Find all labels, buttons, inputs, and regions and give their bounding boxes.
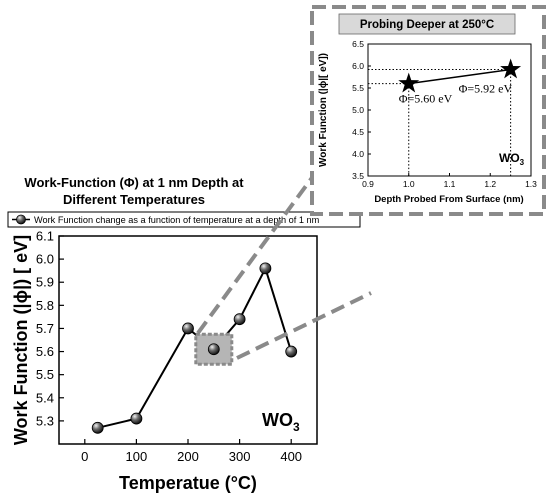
main-x-tick-label: 0 [81, 449, 88, 464]
main-x-tick-label: 400 [280, 449, 302, 464]
main-y-tick-label: 6.0 [36, 252, 54, 267]
main-title-line-1: Work-Function (Φ) at 1 nm Depth at [24, 175, 244, 190]
inset-y-tick-label: 4.5 [352, 127, 364, 137]
main-x-axis: 0 100 200 300 400 [81, 439, 302, 464]
inset-star-marker [398, 72, 420, 93]
legend-box [7, 211, 361, 228]
inset-x-tick-label: 0.9 [362, 179, 374, 189]
inset-y-axis-title: Work Function (|ϕ|[ eV]) [318, 53, 329, 167]
main-plot: 0 100 200 300 400 5.3 5.4 5.5 5.6 5.7 5.8 5.9 6.0 6.… [36, 229, 318, 464]
legend-marker-swatch [16, 214, 26, 225]
main-y-axis: 5.3 5.4 5.5 5.6 5.7 5.8 5.9 6.0 6.1 [36, 229, 64, 428]
inset-frame [310, 5, 546, 216]
main-x-tick-label: 300 [229, 449, 251, 464]
inset-x-tick-label: 1.0 [403, 179, 415, 189]
inset-x-tick-label: 1.2 [484, 179, 496, 189]
main-data-point [259, 262, 272, 275]
main-y-axis-title: Work Function (|ϕ|) [ eV] [11, 235, 31, 445]
inset-y-tick-label: 6.0 [352, 61, 364, 71]
legend-label: Work Function change as a function of te… [34, 215, 320, 225]
zoom-connector-lower [236, 291, 372, 360]
main-series-points [91, 262, 298, 434]
main-wo3-label: WO3 [262, 410, 300, 434]
inset-x-tick-label: 1.1 [444, 179, 456, 189]
inset-point-label-2: Φ=5.92 eV [459, 82, 513, 96]
main-y-tick-label: 5.9 [36, 275, 54, 290]
zoom-connector-upper [196, 158, 327, 335]
inset-y-tick-label: 5.0 [352, 105, 364, 115]
main-legend: Work Function change as a function of te… [7, 211, 361, 228]
main-title-line-2: Different Temperatures [63, 192, 205, 207]
main-data-point [182, 322, 194, 335]
inset-wo3-label: WO3 [499, 151, 525, 167]
inset-series-points [398, 58, 522, 93]
main-x-tick-label: 100 [126, 449, 148, 464]
main-y-tick-label: 6.1 [36, 229, 54, 244]
inset-y-tick-label: 4.0 [352, 149, 364, 159]
inset-title: Probing Deeper at 250°C [360, 19, 494, 31]
main-y-tick-label: 5.5 [36, 367, 54, 382]
main-data-point [130, 412, 143, 425]
main-data-point [91, 421, 104, 434]
inset-title-bar [338, 13, 516, 35]
inset-star-marker [500, 58, 522, 79]
main-x-axis-title: Temperatue (°C) [119, 473, 257, 493]
inset-y-tick-label: 3.5 [352, 171, 364, 181]
inset-point-label-1: Φ=5.60 eV [399, 92, 453, 106]
main-data-point [285, 345, 298, 358]
inset-x-axis-title: Depth Probed From Surface (nm) [374, 194, 523, 205]
inset-panel: Probing Deeper at 250°C 0.9 1.0 1.1 1.2 1.3 … [310, 5, 546, 216]
main-data-point [233, 313, 246, 326]
main-y-tick-label: 5.6 [36, 344, 54, 359]
main-y-tick-label: 5.4 [36, 390, 54, 405]
main-y-tick-label: 5.3 [36, 413, 54, 428]
inset-y-axis: 3.5 4.0 4.5 5.0 5.5 6.0 6.5 [352, 39, 371, 181]
inset-series-line [408, 68, 511, 85]
inset-guide-lines [368, 69, 512, 176]
inset-y-tick-label: 5.5 [352, 83, 364, 93]
inset-x-tick-label: 1.3 [525, 179, 537, 189]
main-data-point [207, 343, 220, 356]
main-y-tick-label: 5.8 [36, 298, 54, 313]
main-series-line [97, 265, 293, 429]
main-x-tick-label: 200 [177, 449, 199, 464]
main-y-tick-label: 5.7 [36, 321, 54, 336]
inset-y-tick-label: 6.5 [352, 39, 364, 49]
